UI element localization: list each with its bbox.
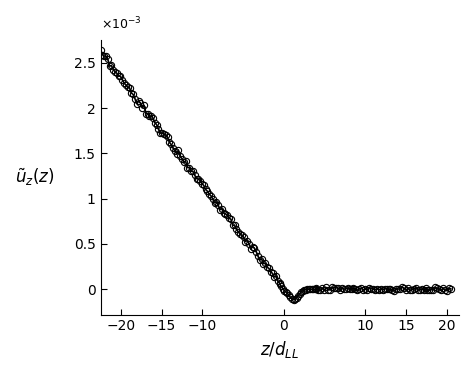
Text: $\times10^{-3}$: $\times10^{-3}$	[100, 15, 141, 32]
X-axis label: $z/d_{LL}$: $z/d_{LL}$	[260, 339, 300, 360]
Y-axis label: $\tilde{u}_z(z)$: $\tilde{u}_z(z)$	[15, 167, 55, 188]
